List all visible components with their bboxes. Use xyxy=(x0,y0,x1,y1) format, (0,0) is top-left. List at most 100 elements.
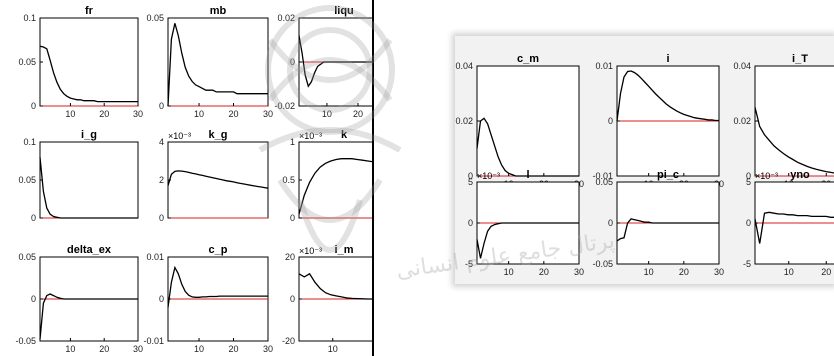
subplot-fr: fr 0 0.05 0.1 10 20 30 xyxy=(18,5,143,119)
series-line-mb xyxy=(167,23,268,107)
y-tick-label: 0.02 xyxy=(277,13,295,23)
subplot-title: mb xyxy=(210,5,227,17)
y-tick-label: 0 xyxy=(746,171,751,181)
y-tick-label: 0 xyxy=(468,218,473,228)
x-tick-label: 10 xyxy=(65,109,75,119)
series-line-c_m xyxy=(476,117,579,177)
y-tick-label: -0.02 xyxy=(274,101,295,111)
y-tick-label: 5 xyxy=(746,177,751,187)
x-tick-label: 20 xyxy=(229,344,239,354)
y-tick-label: 0.01 xyxy=(146,252,164,262)
right-chart-grid: c_m 0 0.02 0.04 10 20 30 i -0.01 0 0.01 10 20 30 i_T 0 0… xyxy=(455,53,834,277)
subplot-i_g: i_g 0 0.05 0.1 xyxy=(18,129,139,223)
subplot-c_p: c_p -0.01 0 0.01 10 20 30 xyxy=(143,244,273,354)
y-tick-label: -0.01 xyxy=(592,171,613,181)
series-line-i_g xyxy=(39,157,138,219)
y-tick-label: -0.05 xyxy=(15,336,36,346)
y-tick-label: 0.1 xyxy=(23,137,36,147)
y-tick-label: 2 xyxy=(159,175,164,185)
x-tick-label: 10 xyxy=(322,109,332,119)
subplot-title: fr xyxy=(85,5,94,17)
series-line-delta_ex xyxy=(39,293,138,340)
series-line-fr xyxy=(39,45,138,103)
scale-note: ×10⁻³ xyxy=(755,171,778,181)
y-tick-label: 0.05 xyxy=(595,177,613,187)
x-tick-label: 20 xyxy=(229,109,239,119)
y-tick-label: 0 xyxy=(290,213,295,223)
subplot-title: delta_ex xyxy=(67,244,112,256)
plot-frame xyxy=(167,17,269,107)
series-line-pi_c xyxy=(616,218,719,242)
plot-frame xyxy=(754,65,834,177)
subplot-mb: mb 0 0.05 10 20 30 xyxy=(146,5,273,119)
y-tick-label: 20 xyxy=(285,252,295,262)
plot-frame xyxy=(298,141,372,219)
x-tick-label: 30 xyxy=(133,344,143,354)
series-line-i_m xyxy=(298,272,372,300)
subplot-title: i xyxy=(666,53,669,65)
subplot-title: i_T xyxy=(792,53,808,65)
y-tick-label: 0 xyxy=(290,57,295,67)
scale-note: ×10⁻³ xyxy=(477,171,500,181)
subplot-c_m: c_m00.020.04102030 xyxy=(455,53,584,189)
subplot-k_g: k_g ×10⁻³ 0 2 4 xyxy=(159,129,269,223)
series-line-liqu xyxy=(298,35,372,88)
x-tick-label: 10 xyxy=(194,109,204,119)
x-tick-label: 10 xyxy=(784,267,794,277)
y-tick-label: 0 xyxy=(608,116,613,126)
series-line-l xyxy=(476,222,579,259)
series-line-k_g xyxy=(167,170,269,189)
plot-frame xyxy=(39,17,139,107)
y-tick-label: 0 xyxy=(159,213,164,223)
y-tick-label: 0 xyxy=(290,294,295,304)
subplot-title: k xyxy=(341,129,348,141)
y-tick-label: 0 xyxy=(31,101,36,111)
y-tick-label: -5 xyxy=(465,259,473,269)
x-tick-label: 20 xyxy=(539,267,549,277)
subplot-title: i_m xyxy=(335,244,354,256)
series-line-k xyxy=(298,158,372,215)
plot-frame xyxy=(476,65,580,177)
y-tick-label: 0 xyxy=(31,294,36,304)
series-line-i_T xyxy=(754,107,834,174)
y-tick-label: -5 xyxy=(743,259,751,269)
y-tick-label: -0.05 xyxy=(592,259,613,269)
y-tick-label: 0.02 xyxy=(455,116,473,126)
x-tick-label: 10 xyxy=(644,267,654,277)
y-tick-label: 0 xyxy=(31,213,36,223)
subplot-title: pi_c xyxy=(657,169,679,181)
y-tick-label: 0.1 xyxy=(23,13,36,23)
y-tick-label: 0 xyxy=(159,101,164,111)
x-tick-label: 10 xyxy=(194,344,204,354)
y-tick-label: 0 xyxy=(746,218,751,228)
subplot-title: c_m xyxy=(517,53,539,65)
panel-divider xyxy=(372,0,374,356)
y-tick-label: 0.01 xyxy=(595,61,613,71)
x-tick-label: 30 xyxy=(714,267,724,277)
scale-note: ×10⁻³ xyxy=(168,131,191,141)
subplot-delta_ex: delta_ex -0.05 0 0.05 10 20 30 xyxy=(15,244,143,354)
y-tick-label: 4 xyxy=(159,137,164,147)
y-tick-label: 0.05 xyxy=(18,252,36,262)
y-tick-label: 0.05 xyxy=(18,57,36,67)
y-tick-label: 5 xyxy=(468,177,473,187)
scale-note: ×10⁻³ xyxy=(299,246,322,256)
subplot-title: liqu xyxy=(334,5,354,17)
y-tick-label: 0.5 xyxy=(282,175,295,185)
y-tick-label: 1 xyxy=(290,137,295,147)
x-tick-label: 30 xyxy=(263,344,273,354)
x-tick-label: 20 xyxy=(353,109,363,119)
x-tick-label: 30 xyxy=(133,109,143,119)
x-tick-label: 30 xyxy=(263,109,273,119)
y-tick-label: 0 xyxy=(159,294,164,304)
x-tick-label: 10 xyxy=(504,267,514,277)
subplot-pi_c: pi_c -0.05 0 0.05 10 20 30 xyxy=(592,169,724,277)
y-tick-label: -0.01 xyxy=(143,336,164,346)
x-tick-label: 30 xyxy=(574,267,584,277)
y-tick-label: 0.04 xyxy=(455,61,473,71)
right-figure-panel: c_m 0 0.02 0.04 10 20 30 i -0.01 0 0.01 10 20 30 i_T 0 0… xyxy=(455,36,834,284)
subplot-title: l xyxy=(526,169,529,181)
